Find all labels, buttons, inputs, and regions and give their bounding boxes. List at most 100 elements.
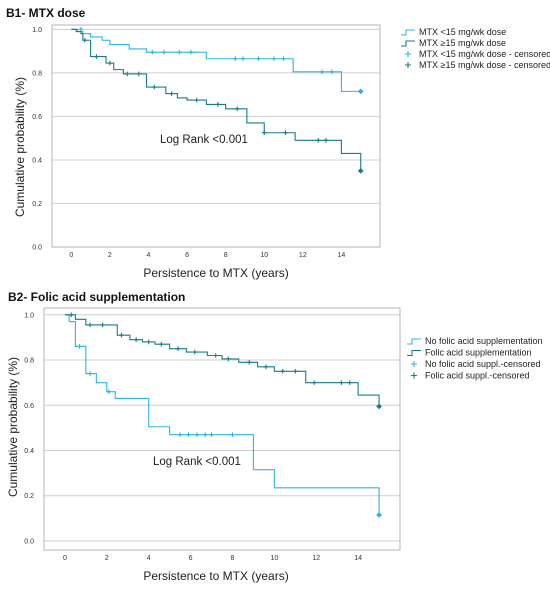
y-axis-label: Cumulative probability (%) [6, 357, 20, 497]
legend: No folic acid supplementation Folic acid … [407, 336, 543, 381]
x-axis-label: Persistence to MTX (years) [143, 569, 288, 583]
censor-mark [188, 49, 194, 55]
y-tick-label: 0.8 [24, 358, 34, 365]
censor-mark [87, 322, 93, 328]
censor-mark [292, 369, 298, 374]
censor-mark [87, 371, 93, 376]
y-tick-label: 0.6 [32, 114, 42, 121]
y-tick-label: 0.2 [32, 201, 42, 208]
censor-mark [158, 341, 164, 347]
x-tick-label: 2 [105, 555, 109, 562]
censor-mark [94, 54, 99, 59]
x-tick-label: 0 [63, 555, 67, 562]
legend-item: No folic acid suppl.-censored [411, 359, 541, 369]
censor-mark [213, 353, 219, 358]
censor-mark [146, 339, 152, 345]
censor-mark [68, 312, 74, 318]
legend-censor-glyph [405, 62, 411, 68]
censor-mark [151, 84, 157, 90]
censor-mark [192, 349, 198, 355]
legend-label: MTX ≥15 mg/wk dose [419, 38, 506, 48]
censor-mark [234, 106, 240, 112]
x-tick-label: 14 [354, 555, 362, 562]
panel-b1: B1- MTX dose Cumulative probability (%) … [6, 6, 550, 280]
censor-mark [194, 432, 200, 437]
end-marker [376, 403, 382, 410]
censor-mark [202, 432, 208, 437]
y-tick-label: 1.0 [32, 27, 42, 34]
plot-frame [43, 307, 401, 551]
survival-curve-1 [71, 28, 361, 92]
censor-mark [232, 56, 238, 62]
x-tick-label: 6 [189, 555, 193, 562]
censor-mark [106, 389, 112, 394]
x-tick-label: 10 [270, 555, 278, 562]
x-tick-label: 2 [108, 252, 112, 259]
censor-mark [107, 60, 113, 66]
censor-mark [281, 56, 286, 62]
censor-mark [209, 432, 214, 437]
legend-label: No folic acid suppl.-censored [425, 359, 541, 369]
x-tick-label: 8 [224, 252, 228, 259]
censor-mark [186, 432, 191, 437]
y-tick-label: 0.8 [32, 70, 42, 77]
legend-label: No folic acid supplementation [425, 336, 543, 346]
censor-mark [78, 27, 84, 32]
survival-curve-1 [64, 314, 380, 515]
legend-item: MTX ≥15 mg/wk dose [401, 38, 506, 48]
end-marker [357, 88, 364, 95]
x-tick-label: 8 [231, 555, 235, 562]
censor-mark [136, 71, 142, 77]
panel-title: B1- MTX dose [6, 6, 86, 20]
censor-mark [311, 380, 317, 385]
censor-mark [194, 97, 200, 103]
legend-label: MTX ≥15 mg/wk dose - censored [419, 60, 550, 70]
censor-mark [347, 380, 353, 385]
y-tick-label: 0.4 [24, 448, 34, 455]
x-tick-label: 6 [185, 252, 189, 259]
survival-curve-2 [64, 314, 380, 407]
legend-line-glyph [407, 338, 421, 345]
censor-mark [261, 130, 267, 136]
censor-mark [161, 49, 167, 55]
censor-mark [169, 91, 174, 96]
censor-mark [246, 359, 252, 365]
y-tick-label: 0.0 [32, 245, 42, 252]
censor-mark [315, 138, 321, 143]
censor-mark [280, 369, 286, 374]
x-tick-label: 0 [69, 252, 73, 259]
panel-b2: B2- Folic acid supplementation Cumulativ… [6, 290, 543, 583]
censor-mark [119, 332, 124, 338]
legend-censor-glyph [411, 372, 417, 379]
log-rank-annotation: Log Rank <0.001 [153, 456, 241, 468]
legend-label: MTX <15 mg/wk dose [419, 27, 506, 37]
y-tick-label: 0.0 [24, 538, 34, 545]
censor-mark [215, 102, 221, 107]
log-rank-annotation: Log Rank <0.001 [160, 134, 248, 146]
y-axis-label: Cumulative probability (%) [13, 77, 27, 217]
plot-frame [51, 24, 381, 248]
censor-mark [100, 322, 105, 328]
censor-mark [240, 56, 246, 62]
censor-mark [225, 356, 231, 362]
censor-mark [271, 56, 277, 62]
censor-mark [283, 130, 288, 136]
panel-title: B2- Folic acid supplementation [8, 290, 185, 304]
legend-item: MTX <15 mg/wk dose [401, 27, 506, 37]
x-tick-label: 12 [312, 555, 320, 562]
censor-mark [263, 364, 269, 370]
censor-mark [150, 49, 155, 55]
censor-mark [339, 380, 344, 385]
censor-mark [329, 69, 335, 75]
x-tick-label: 4 [147, 252, 151, 259]
censor-mark [82, 37, 88, 43]
x-tick-label: 12 [299, 252, 307, 259]
plot-area: 0.0 0.2 0.4 0.6 0.8 1.0 0 2 4 6 8 10 12 14 [24, 307, 401, 562]
legend-label: MTX <15 mg/wk dose - censored [419, 49, 550, 59]
y-tick-label: 1.0 [24, 312, 34, 319]
censor-mark [319, 69, 325, 75]
legend-item: Folic acid suppl.-censored [411, 371, 530, 381]
censor-mark [177, 49, 182, 55]
legend-label: Folic acid supplementation [425, 348, 532, 358]
